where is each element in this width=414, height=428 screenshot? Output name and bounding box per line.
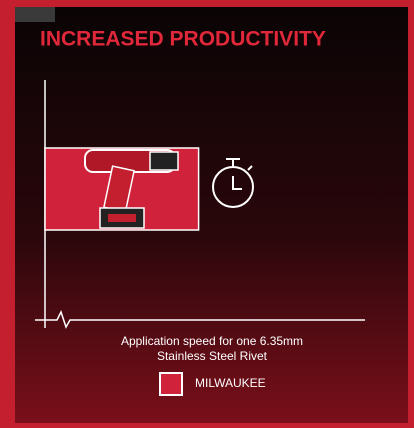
chart-title: INCREASED PRODUCTIVITY xyxy=(40,28,326,51)
legend-swatch xyxy=(160,373,182,395)
page: INCREASED PRODUCTIVITY Application speed… xyxy=(0,0,414,423)
chart: INCREASED PRODUCTIVITY Application speed… xyxy=(0,0,414,423)
x-axis-label: Stainless Steel Rivet xyxy=(157,349,268,363)
x-axis-label: Application speed for one 6.35mm xyxy=(121,334,303,348)
tab xyxy=(15,7,55,22)
legend-label: MILWAUKEE xyxy=(195,376,266,390)
